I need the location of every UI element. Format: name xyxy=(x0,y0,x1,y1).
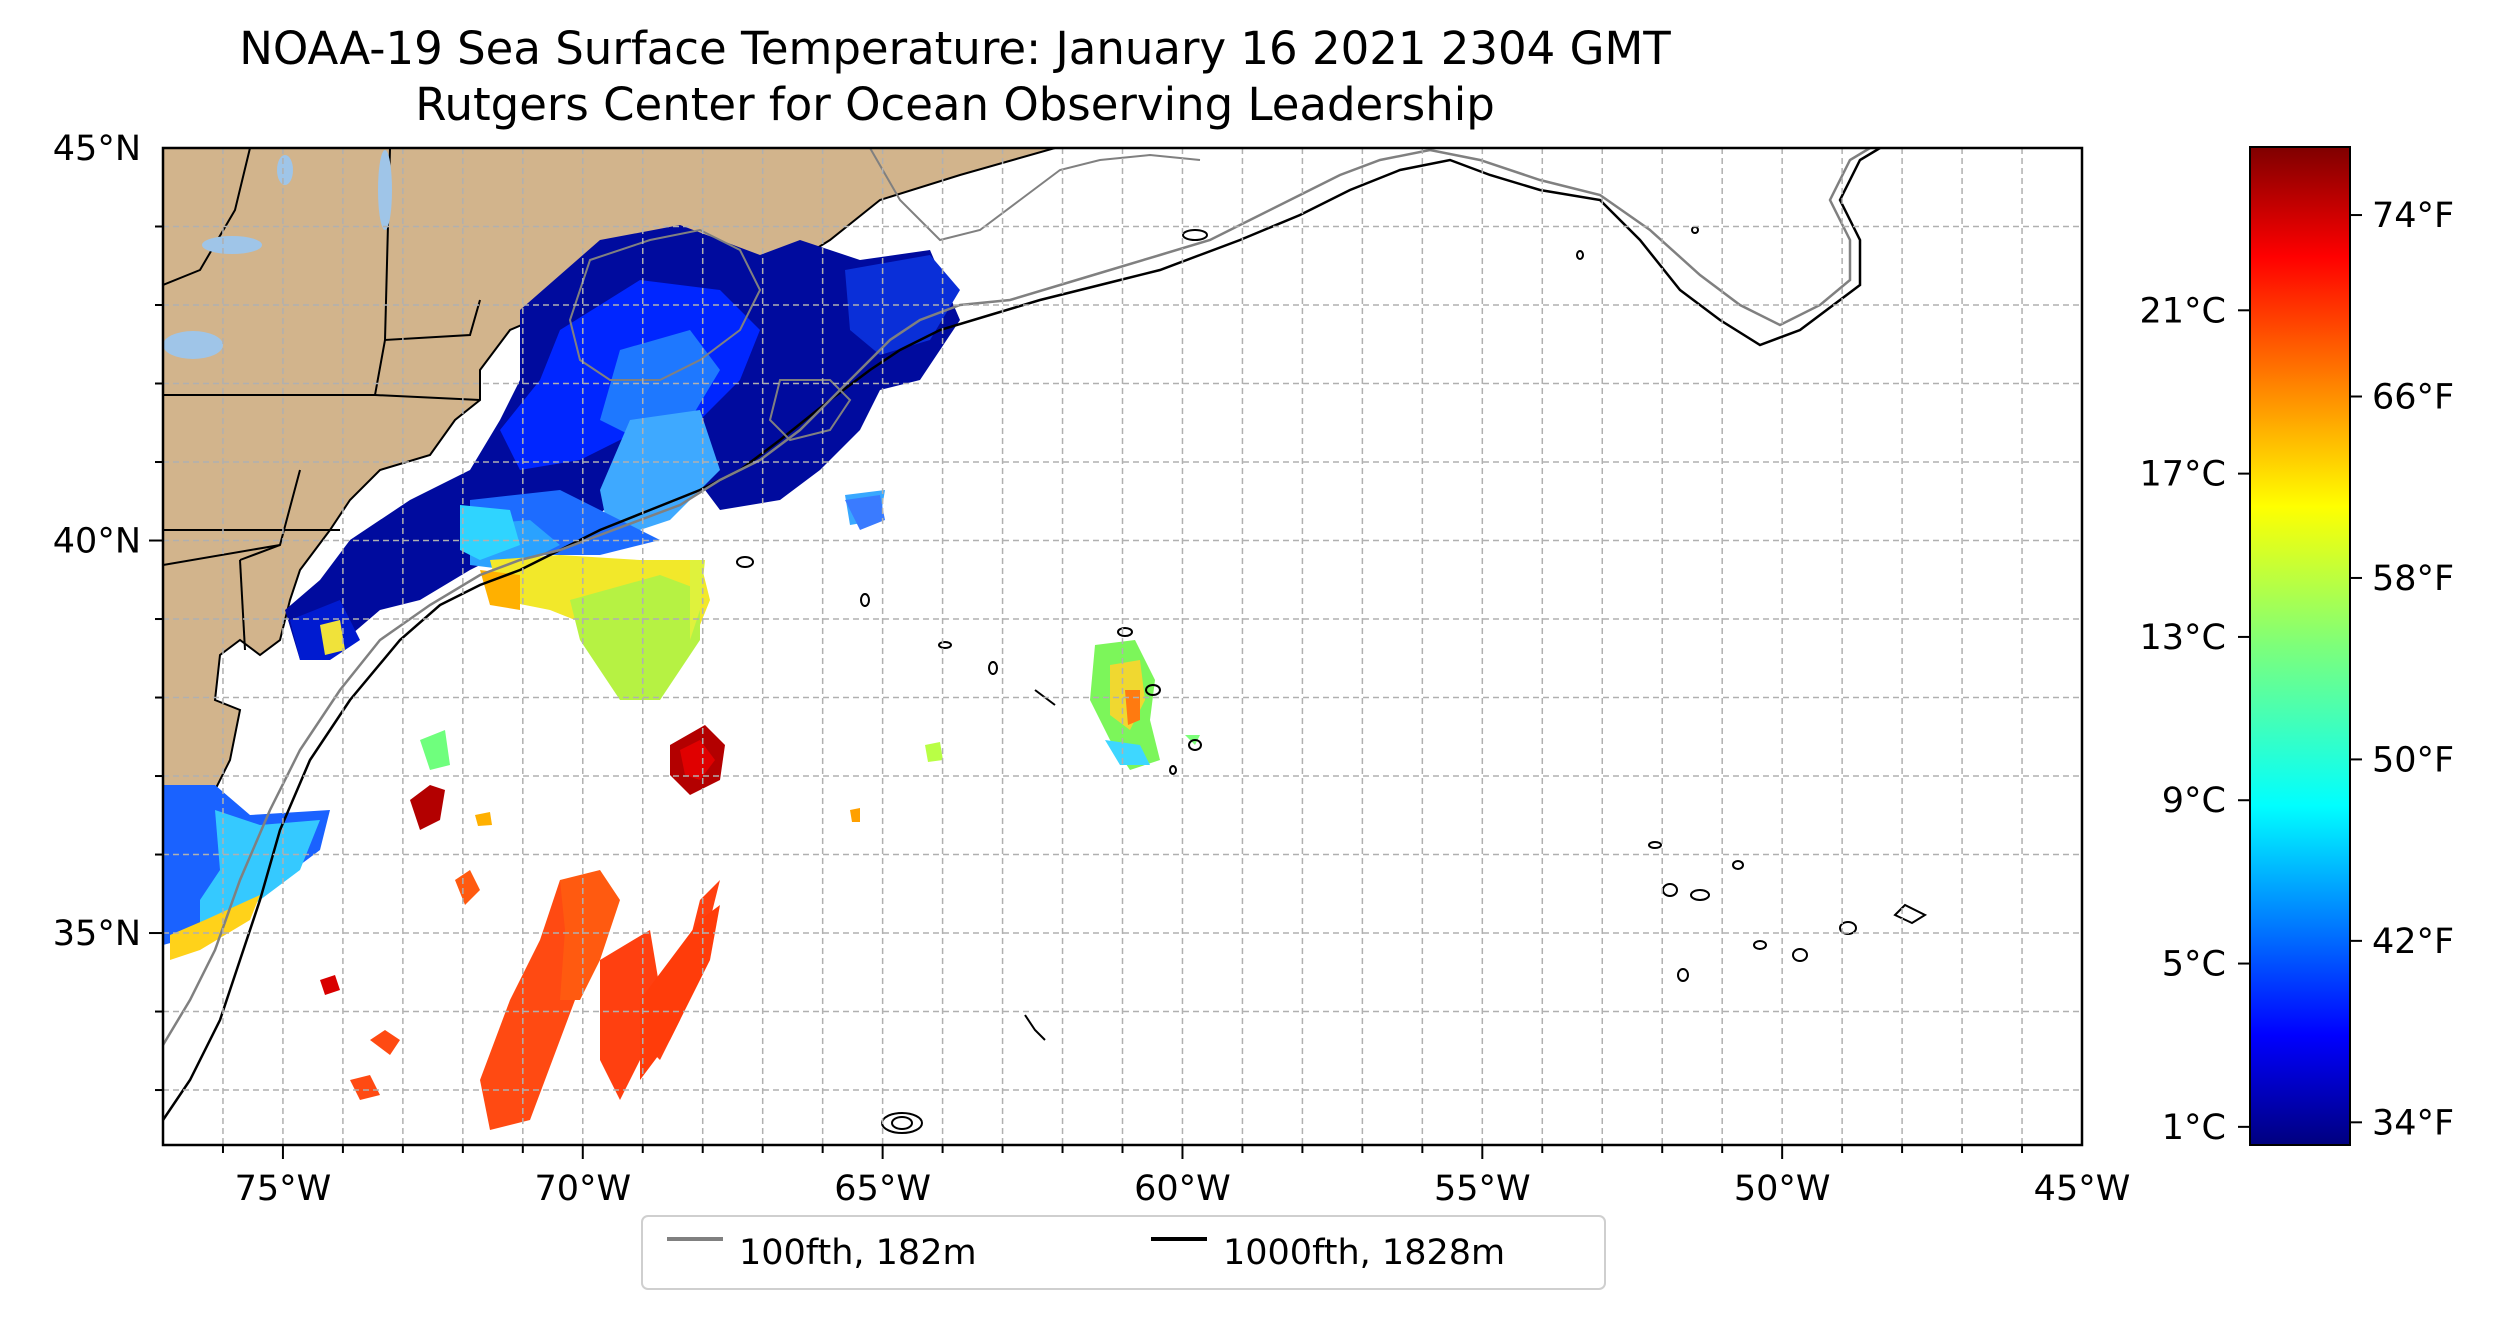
contour-100fth xyxy=(163,148,1871,1046)
lon-tick-label: 45°W xyxy=(2034,1169,2131,1209)
lon-tick-label: 70°W xyxy=(534,1169,631,1209)
colorbar-celsius-label: 13°C xyxy=(2140,618,2226,658)
legend-swatch-1000fth xyxy=(1151,1237,1207,1241)
colorbar-celsius-label: 17°C xyxy=(2140,455,2226,495)
colorbar-celsius-label: 9°C xyxy=(2162,781,2226,821)
colorbar-fahrenheit-label: 50°F xyxy=(2372,740,2454,780)
colorbar-fahrenheit-label: 66°F xyxy=(2372,378,2454,418)
lat-tick-label: 40°N xyxy=(53,522,141,562)
map-title: NOAA-19 Sea Surface Temperature: January… xyxy=(239,22,1671,75)
lon-tick-label: 65°W xyxy=(834,1169,931,1209)
colorbar-celsius-label: 21°C xyxy=(2140,291,2226,331)
lon-tick-label: 50°W xyxy=(1734,1169,1831,1209)
legend-swatch-100fth xyxy=(667,1237,723,1241)
colorbar-celsius-label: 1°C xyxy=(2162,1108,2226,1148)
contour-100fth-georges xyxy=(768,379,852,442)
sst-scattered-patches xyxy=(475,495,1200,826)
colorbar-fahrenheit-label: 58°F xyxy=(2372,559,2454,599)
colorbar-ticks: 21°C 17°C 13°C 9°C 5°C 1°C 74°F 66°F 58°F 50°F 42°… xyxy=(2140,196,2455,1148)
sst-offshore-eddy xyxy=(1090,640,1160,770)
state-borders xyxy=(163,148,481,816)
legend: 100fth, 182m 1000fth, 1828m xyxy=(641,1215,1606,1290)
map-subtitle: Rutgers Center for Ocean Observing Leade… xyxy=(415,78,1495,131)
contour-1000fth xyxy=(163,148,1881,1121)
sst-slope xyxy=(320,505,710,700)
colorbar-celsius-label: 5°C xyxy=(2162,945,2226,985)
gridlines xyxy=(163,148,2082,1145)
lakes xyxy=(163,150,392,359)
axis-ticks xyxy=(149,225,2024,1159)
lon-tick-label: 55°W xyxy=(1434,1169,1531,1209)
lon-tick-label: 60°W xyxy=(1134,1169,1231,1209)
lat-tick-label: 35°N xyxy=(53,914,141,954)
contour-nova-scotia xyxy=(869,148,1201,242)
axis-labels: 75°W 70°W 65°W 60°W 55°W 50°W 45°W 45°N 40°N 35°N xyxy=(53,129,2131,1209)
contour-100fth-gulf-of-maine xyxy=(568,228,762,381)
colorbar-fahrenheit-label: 34°F xyxy=(2372,1103,2454,1143)
sst-warm-eddies xyxy=(320,725,725,995)
lon-tick-label: 75°W xyxy=(235,1169,332,1209)
legend-label-1000fth: 1000fth, 1828m xyxy=(1223,1233,1506,1273)
sst-gulf-stream xyxy=(350,870,720,1130)
legend-label-100fth: 100fth, 182m xyxy=(739,1233,977,1273)
colorbar-fahrenheit-label: 74°F xyxy=(2372,196,2454,236)
colorbar xyxy=(2249,146,2351,1146)
lat-tick-label: 45°N xyxy=(53,129,141,169)
colorbar-fahrenheit-label: 42°F xyxy=(2372,922,2454,962)
